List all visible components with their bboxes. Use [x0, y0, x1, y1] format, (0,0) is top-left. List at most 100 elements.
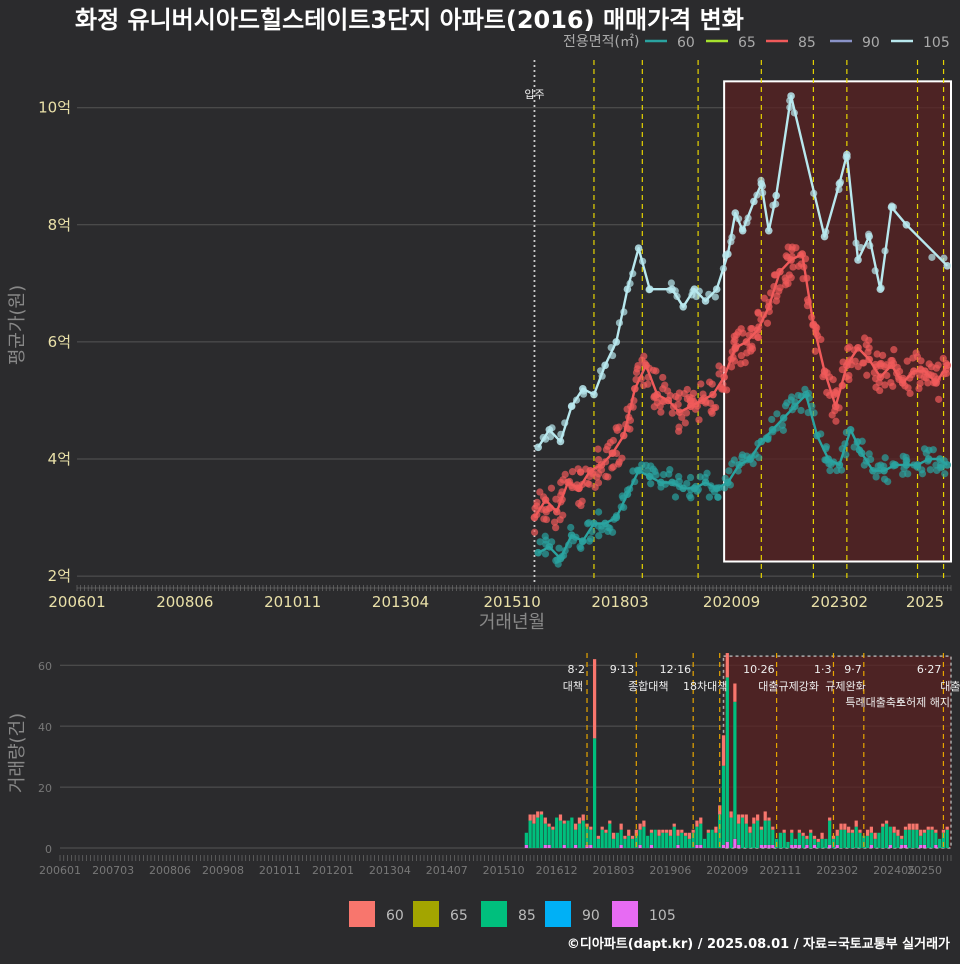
price-point-85 [659, 385, 667, 393]
volume-bar [547, 826, 551, 845]
price-point-85 [593, 473, 601, 481]
price-point-85 [743, 349, 751, 357]
volume-bar [699, 817, 703, 824]
volume-x-tick-label: 201803 [593, 864, 635, 877]
price-point-85 [734, 328, 742, 336]
price-point-85 [912, 349, 920, 357]
volume-bar [695, 844, 699, 848]
price-point-60 [826, 467, 834, 475]
volume-bar [896, 829, 900, 836]
volume-bar [611, 838, 616, 848]
volume-bar [649, 844, 654, 848]
volume-bar [733, 701, 737, 839]
volume-bar [888, 844, 892, 848]
volume-bar [884, 823, 889, 848]
price-point-85 [682, 409, 691, 417]
move-in-label: 입주 [524, 88, 544, 101]
volume-bar [653, 829, 657, 848]
volume-legend-swatch-85 [481, 901, 507, 927]
volume-bar [619, 829, 623, 845]
price-point-105 [711, 293, 719, 301]
volume-axes: 200601 200703 200806 200908 201011 201201 2013… [39, 855, 952, 877]
volume-bar [926, 826, 930, 830]
volume-bar [547, 844, 551, 848]
volume-bar [854, 826, 858, 848]
volume-bar [589, 826, 593, 830]
volume-x-tick-label: 202302 [816, 864, 858, 877]
volume-bar [763, 844, 767, 848]
volume-bar [676, 835, 680, 845]
volume-x-tick-label: 200908 [202, 864, 244, 877]
volume-bar [691, 832, 695, 848]
volume-bar [934, 844, 938, 848]
volume-bar [941, 829, 946, 833]
price-point-60 [768, 415, 776, 424]
price-point-85 [594, 445, 602, 453]
volume-bar [824, 838, 828, 848]
policy-label: 대책 [563, 680, 583, 693]
price-point-85 [863, 371, 871, 379]
volume-bar [903, 826, 908, 830]
volume-bar [903, 844, 908, 848]
volume-y-tick-label: 40 [38, 721, 52, 734]
volume-bar [649, 829, 654, 833]
price-point-60 [685, 492, 694, 500]
volume-bar [570, 817, 574, 848]
volume-bar [721, 735, 726, 766]
price-point-60 [585, 537, 593, 545]
volume-bar [915, 829, 919, 848]
volume-bar [608, 823, 612, 848]
price-point-85 [754, 309, 762, 317]
volume-bar [627, 835, 631, 848]
volume-bar [790, 832, 794, 845]
volume-bar [900, 835, 904, 839]
price-point-85 [689, 389, 698, 397]
price-point-60 [705, 493, 713, 501]
price-point-85 [845, 375, 853, 384]
volume-bar [604, 829, 608, 833]
volume-bar [763, 811, 767, 821]
volume-bar [797, 829, 801, 833]
volume-bar [809, 829, 813, 833]
volume-bar [748, 826, 752, 833]
price-legend-label-65: 65 [738, 35, 756, 51]
volume-bar [721, 844, 726, 848]
price-point-85 [659, 373, 667, 382]
price-point-85 [681, 419, 689, 427]
volume-bar [691, 829, 695, 833]
price-point-60 [926, 466, 934, 474]
volume-x-tick-label: 20250 [907, 864, 942, 877]
volume-bar [919, 829, 923, 836]
volume-bar [630, 835, 635, 839]
volume-bar [706, 829, 710, 833]
price-point-60 [542, 536, 550, 544]
price-point-85 [675, 423, 683, 431]
volume-bar [714, 832, 718, 848]
price-point-85 [604, 442, 612, 450]
volume-bar [574, 829, 578, 845]
volume-bar [847, 826, 851, 833]
price-line-105 [537, 94, 949, 448]
volume-bar [854, 820, 858, 827]
volume-bar [759, 844, 764, 848]
volume-bar [638, 823, 642, 830]
policy-label: 규제완화 [825, 680, 865, 693]
volume-bar [759, 829, 764, 845]
price-x-tick-label: 202302 [811, 593, 868, 611]
price-point-60 [696, 473, 704, 481]
volume-bar [797, 832, 801, 845]
price-point-60 [881, 454, 889, 462]
price-point-60 [904, 470, 912, 478]
volume-bar [665, 832, 669, 848]
volume-bar [592, 659, 597, 739]
volume-bar [771, 826, 775, 830]
price-point-60 [671, 493, 680, 501]
volume-legend-swatch-65 [413, 901, 439, 927]
volume-bar [793, 844, 798, 848]
price-point-85 [602, 472, 610, 481]
volume-bar [528, 820, 532, 848]
volume-bar [756, 814, 760, 821]
volume-y-axis-title: 거래량(건) [7, 713, 28, 793]
price-point-85 [789, 263, 797, 271]
